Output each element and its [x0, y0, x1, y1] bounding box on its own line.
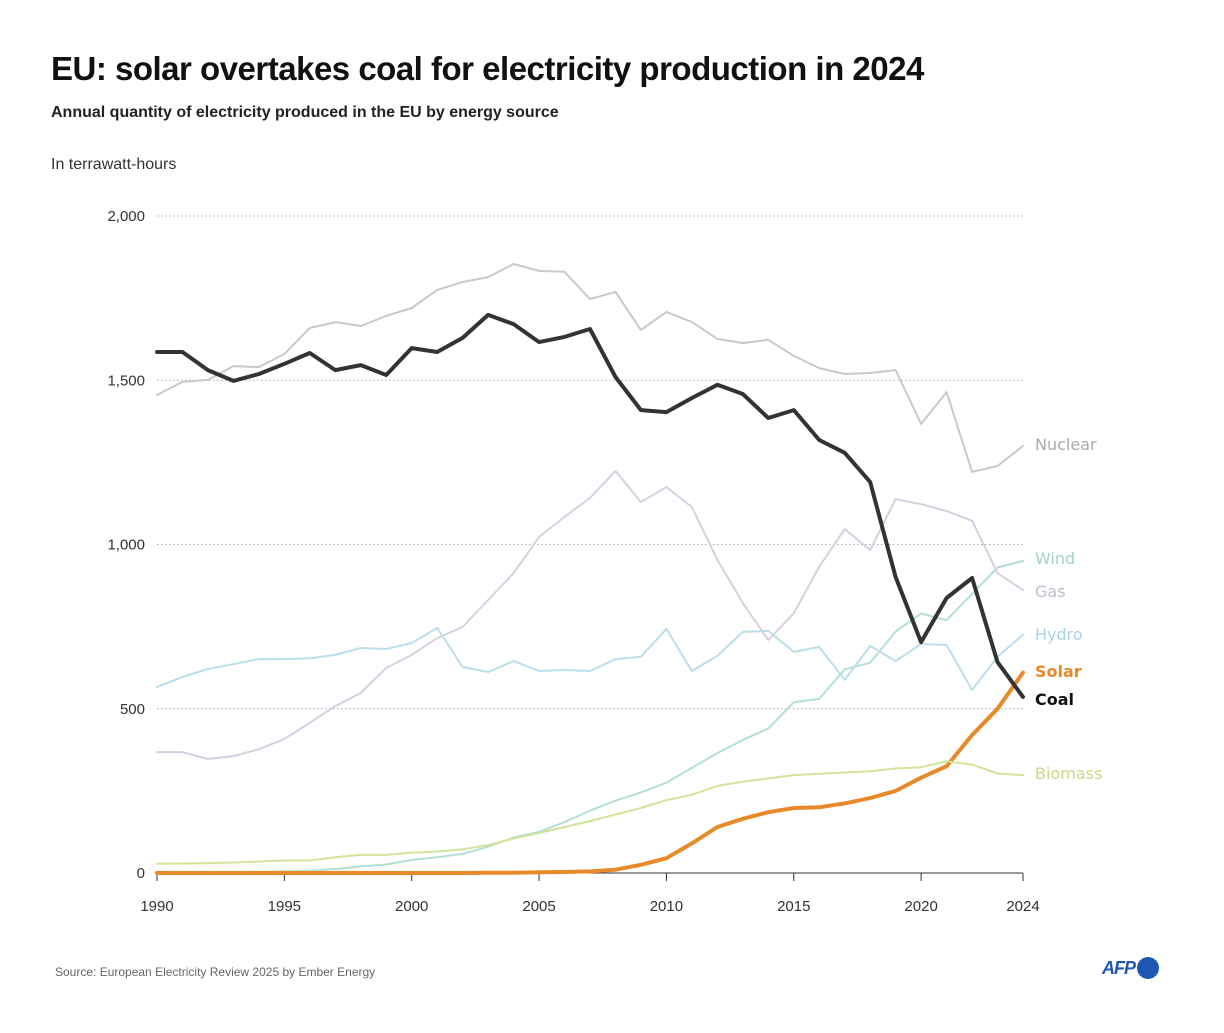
x-tick-label: 2005: [522, 898, 555, 915]
afp-logo: AFP: [1102, 957, 1159, 979]
x-tick-label: 2020: [904, 898, 937, 915]
series-line-gas: [156, 469, 1024, 760]
x-tick-label: 2024: [1006, 898, 1039, 915]
y-tick-label: 2,000: [107, 208, 145, 225]
unit-label: In terrawatt-hours: [51, 156, 177, 173]
series-lines: [155, 263, 1025, 875]
y-tick-label: 1,000: [107, 537, 145, 554]
afp-logo-dot-icon: [1137, 957, 1159, 979]
series-line-hydro: [156, 626, 1024, 691]
series-labels: Nuclear Wind Gas Hydro Solar Coal Biomass: [1035, 435, 1102, 783]
x-tick-label: 2015: [777, 898, 810, 915]
series-line-biomass: [156, 760, 1024, 865]
afp-logo-text: AFP: [1102, 957, 1136, 978]
series-label-solar: Solar: [1035, 662, 1082, 681]
series-label-wind: Wind: [1035, 549, 1075, 568]
chart-title: EU: solar overtakes coal for electricity…: [51, 50, 924, 87]
series-line-nuclear: [156, 263, 1024, 473]
chart-subtitle: Annual quantity of electricity produced …: [51, 104, 559, 121]
series-line-solar: [155, 670, 1025, 875]
series-label-coal: Coal: [1035, 690, 1074, 709]
series-line-wind: [156, 559, 1024, 874]
x-tick-label: 1995: [268, 898, 301, 915]
series-label-biomass: Biomass: [1035, 764, 1102, 783]
x-tick-label: 1990: [140, 898, 173, 915]
series-label-hydro: Hydro: [1035, 625, 1083, 644]
x-tick-label: 2010: [650, 898, 683, 915]
series-line-coal: [155, 312, 1025, 699]
x-tick-label: 2000: [395, 898, 428, 915]
y-tick-label: 1,500: [107, 372, 145, 389]
y-tick-label: 0: [137, 865, 145, 882]
gridlines: [157, 215, 1025, 710]
series-label-nuclear: Nuclear: [1035, 435, 1097, 454]
y-axis-ticks: 0 500 1,000 1,500 2,000: [107, 208, 145, 882]
y-tick-label: 500: [120, 701, 145, 718]
x-axis: 1990 1995 2000 2005 2010 2015 2020 2024: [140, 872, 1040, 915]
series-label-gas: Gas: [1035, 582, 1066, 601]
source-note: Source: European Electricity Review 2025…: [55, 965, 376, 979]
